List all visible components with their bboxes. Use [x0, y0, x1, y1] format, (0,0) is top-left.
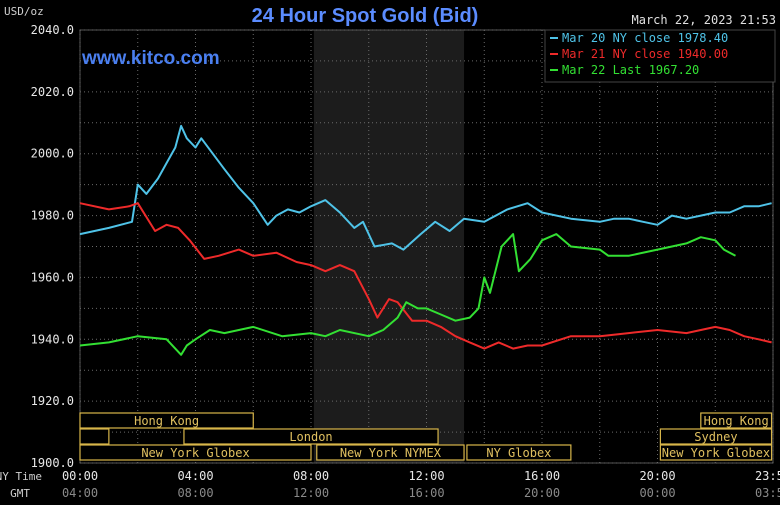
market-session-label: New York NYMEX [340, 446, 442, 460]
market-session-label: New York Globex [662, 446, 770, 460]
legend: Mar 20 NY close 1978.40 Mar 21 NY close 1… [544, 29, 776, 83]
market-session-box [79, 428, 110, 445]
y-axis-unit-label: USD/oz [4, 5, 44, 18]
market-session-label: NY Globex [486, 446, 551, 460]
series-line-2 [79, 202, 772, 350]
x-tick-label-ny: 16:00 [524, 469, 560, 483]
timestamp: March 22, 2023 21:53 [632, 13, 777, 27]
market-session-box [183, 428, 439, 445]
x-tick-label-ny: 08:00 [293, 469, 329, 483]
market-session-box [466, 444, 572, 461]
y-tick-label: 2020.0 [31, 85, 74, 99]
market-session-box [316, 444, 465, 461]
watermark-text: www.kitco.com [81, 48, 220, 69]
market-session-box [659, 444, 773, 461]
chart-title: 24 Hour Spot Gold (Bid) [252, 5, 479, 27]
market-session-box [700, 412, 773, 429]
market-session-label: Sydney [694, 430, 737, 444]
x-tick-label-gmt: 20:00 [524, 486, 560, 500]
market-session-box [79, 444, 312, 461]
y-tick-label: 1960.0 [31, 270, 74, 284]
legend-entry: Mar 21 NY close 1940.00 [562, 47, 728, 61]
x-tick-label-gmt: 00:00 [639, 486, 675, 500]
y-tick-label: 1900.0 [31, 456, 74, 470]
market-session-label: New York Globex [141, 446, 249, 460]
x-tick-label-gmt: 12:00 [293, 486, 329, 500]
legend-box [544, 29, 776, 83]
market-session-label: Hong Kong [134, 414, 199, 428]
y-tick-label: 1940.0 [31, 332, 74, 346]
market-session-label: London [289, 430, 332, 444]
x-tick-label-ny: 04:00 [177, 469, 213, 483]
market-session-box [659, 428, 773, 445]
x-tick-label-ny: 23:59 [755, 469, 780, 483]
legend-entry: Mar 22 Last 1967.20 [562, 63, 699, 77]
x-row-label-ny: NY Time [0, 470, 42, 483]
y-tick-label: 2040.0 [31, 23, 74, 37]
market-session-label: Hong Kong [704, 414, 769, 428]
x-tick-label-gmt: 04:00 [62, 486, 98, 500]
x-tick-label-gmt: 03:59 [755, 486, 780, 500]
x-tick-label-ny: 00:00 [62, 469, 98, 483]
y-tick-label: 1920.0 [31, 394, 74, 408]
legend-entry: Mar 20 NY close 1978.40 [562, 31, 728, 45]
x-tick-label-gmt: 16:00 [408, 486, 444, 500]
x-tick-label-gmt: 08:00 [177, 486, 213, 500]
series-line-1 [79, 124, 772, 251]
market-session-box [79, 412, 254, 429]
y-tick-label: 1980.0 [31, 209, 74, 223]
x-tick-label-ny: 12:00 [408, 469, 444, 483]
x-tick-label-ny: 20:00 [639, 469, 675, 483]
y-tick-label: 2000.0 [31, 147, 74, 161]
series-line-3 [79, 233, 736, 356]
x-row-label-gmt: GMT [10, 487, 30, 500]
